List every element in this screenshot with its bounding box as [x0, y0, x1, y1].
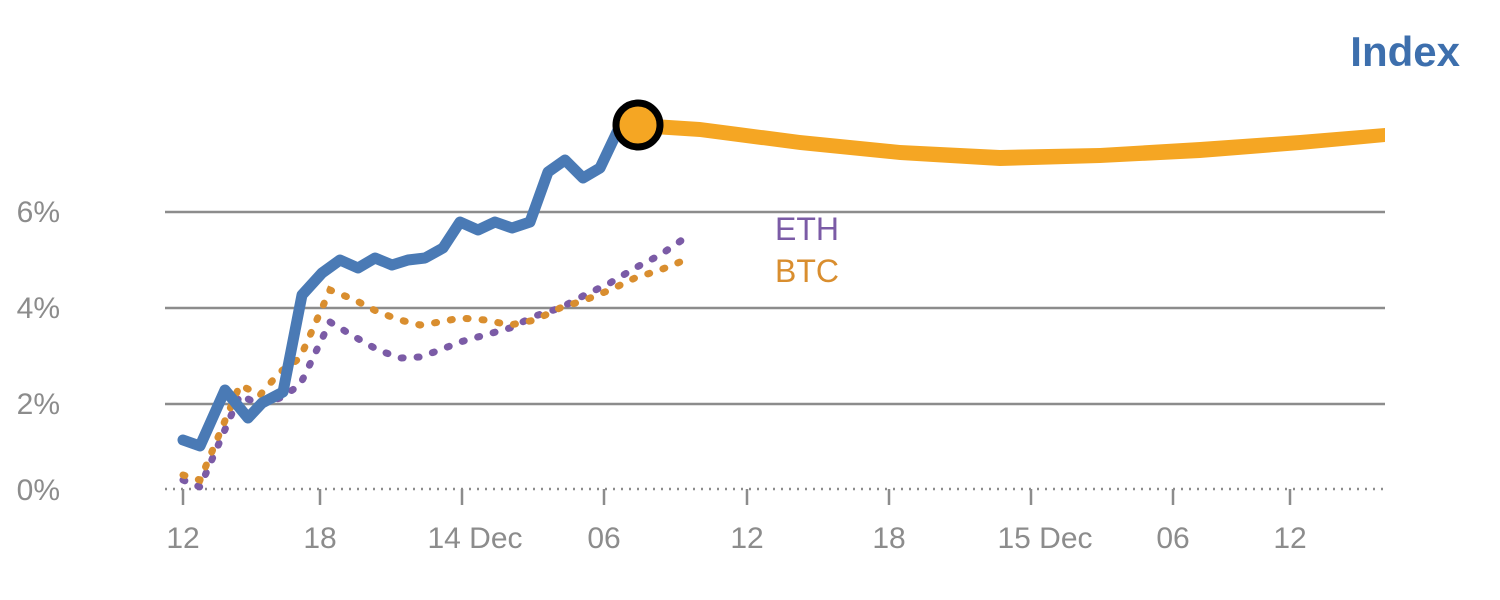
x-axis-label-4: 12 — [730, 522, 763, 555]
index-forecast-line — [638, 118, 1385, 166]
x-axis-label-7: 06 — [1156, 522, 1189, 555]
eth-line — [183, 238, 685, 487]
x-axis-label-2: 14 Dec — [427, 522, 522, 555]
x-axis-label-3: 06 — [587, 522, 620, 555]
transition-marker — [616, 103, 660, 147]
x-axis-label-8: 12 — [1273, 522, 1306, 555]
btc-line — [183, 260, 685, 480]
legend-label-btc: BTC — [775, 253, 839, 289]
x-axis-label-6: 15 Dec — [997, 522, 1092, 555]
y-axis-label-0: 0% — [17, 474, 60, 507]
chart-svg: 6% 4% 2% 0% 12 18 14 Dec 06 12 18 15 Dec… — [0, 0, 1500, 600]
y-axis-label-4: 4% — [17, 292, 60, 325]
x-axis-label-0: 12 — [166, 522, 199, 555]
x-axis-label-1: 18 — [303, 522, 336, 555]
chart-root: Index 6% 4% — [0, 0, 1500, 600]
y-axis-label-6: 6% — [17, 196, 60, 229]
legend-label-eth: ETH — [775, 211, 839, 247]
x-axis-label-5: 18 — [872, 522, 905, 555]
y-axis-label-2: 2% — [17, 388, 60, 421]
x-axis-ticks — [183, 489, 1290, 505]
